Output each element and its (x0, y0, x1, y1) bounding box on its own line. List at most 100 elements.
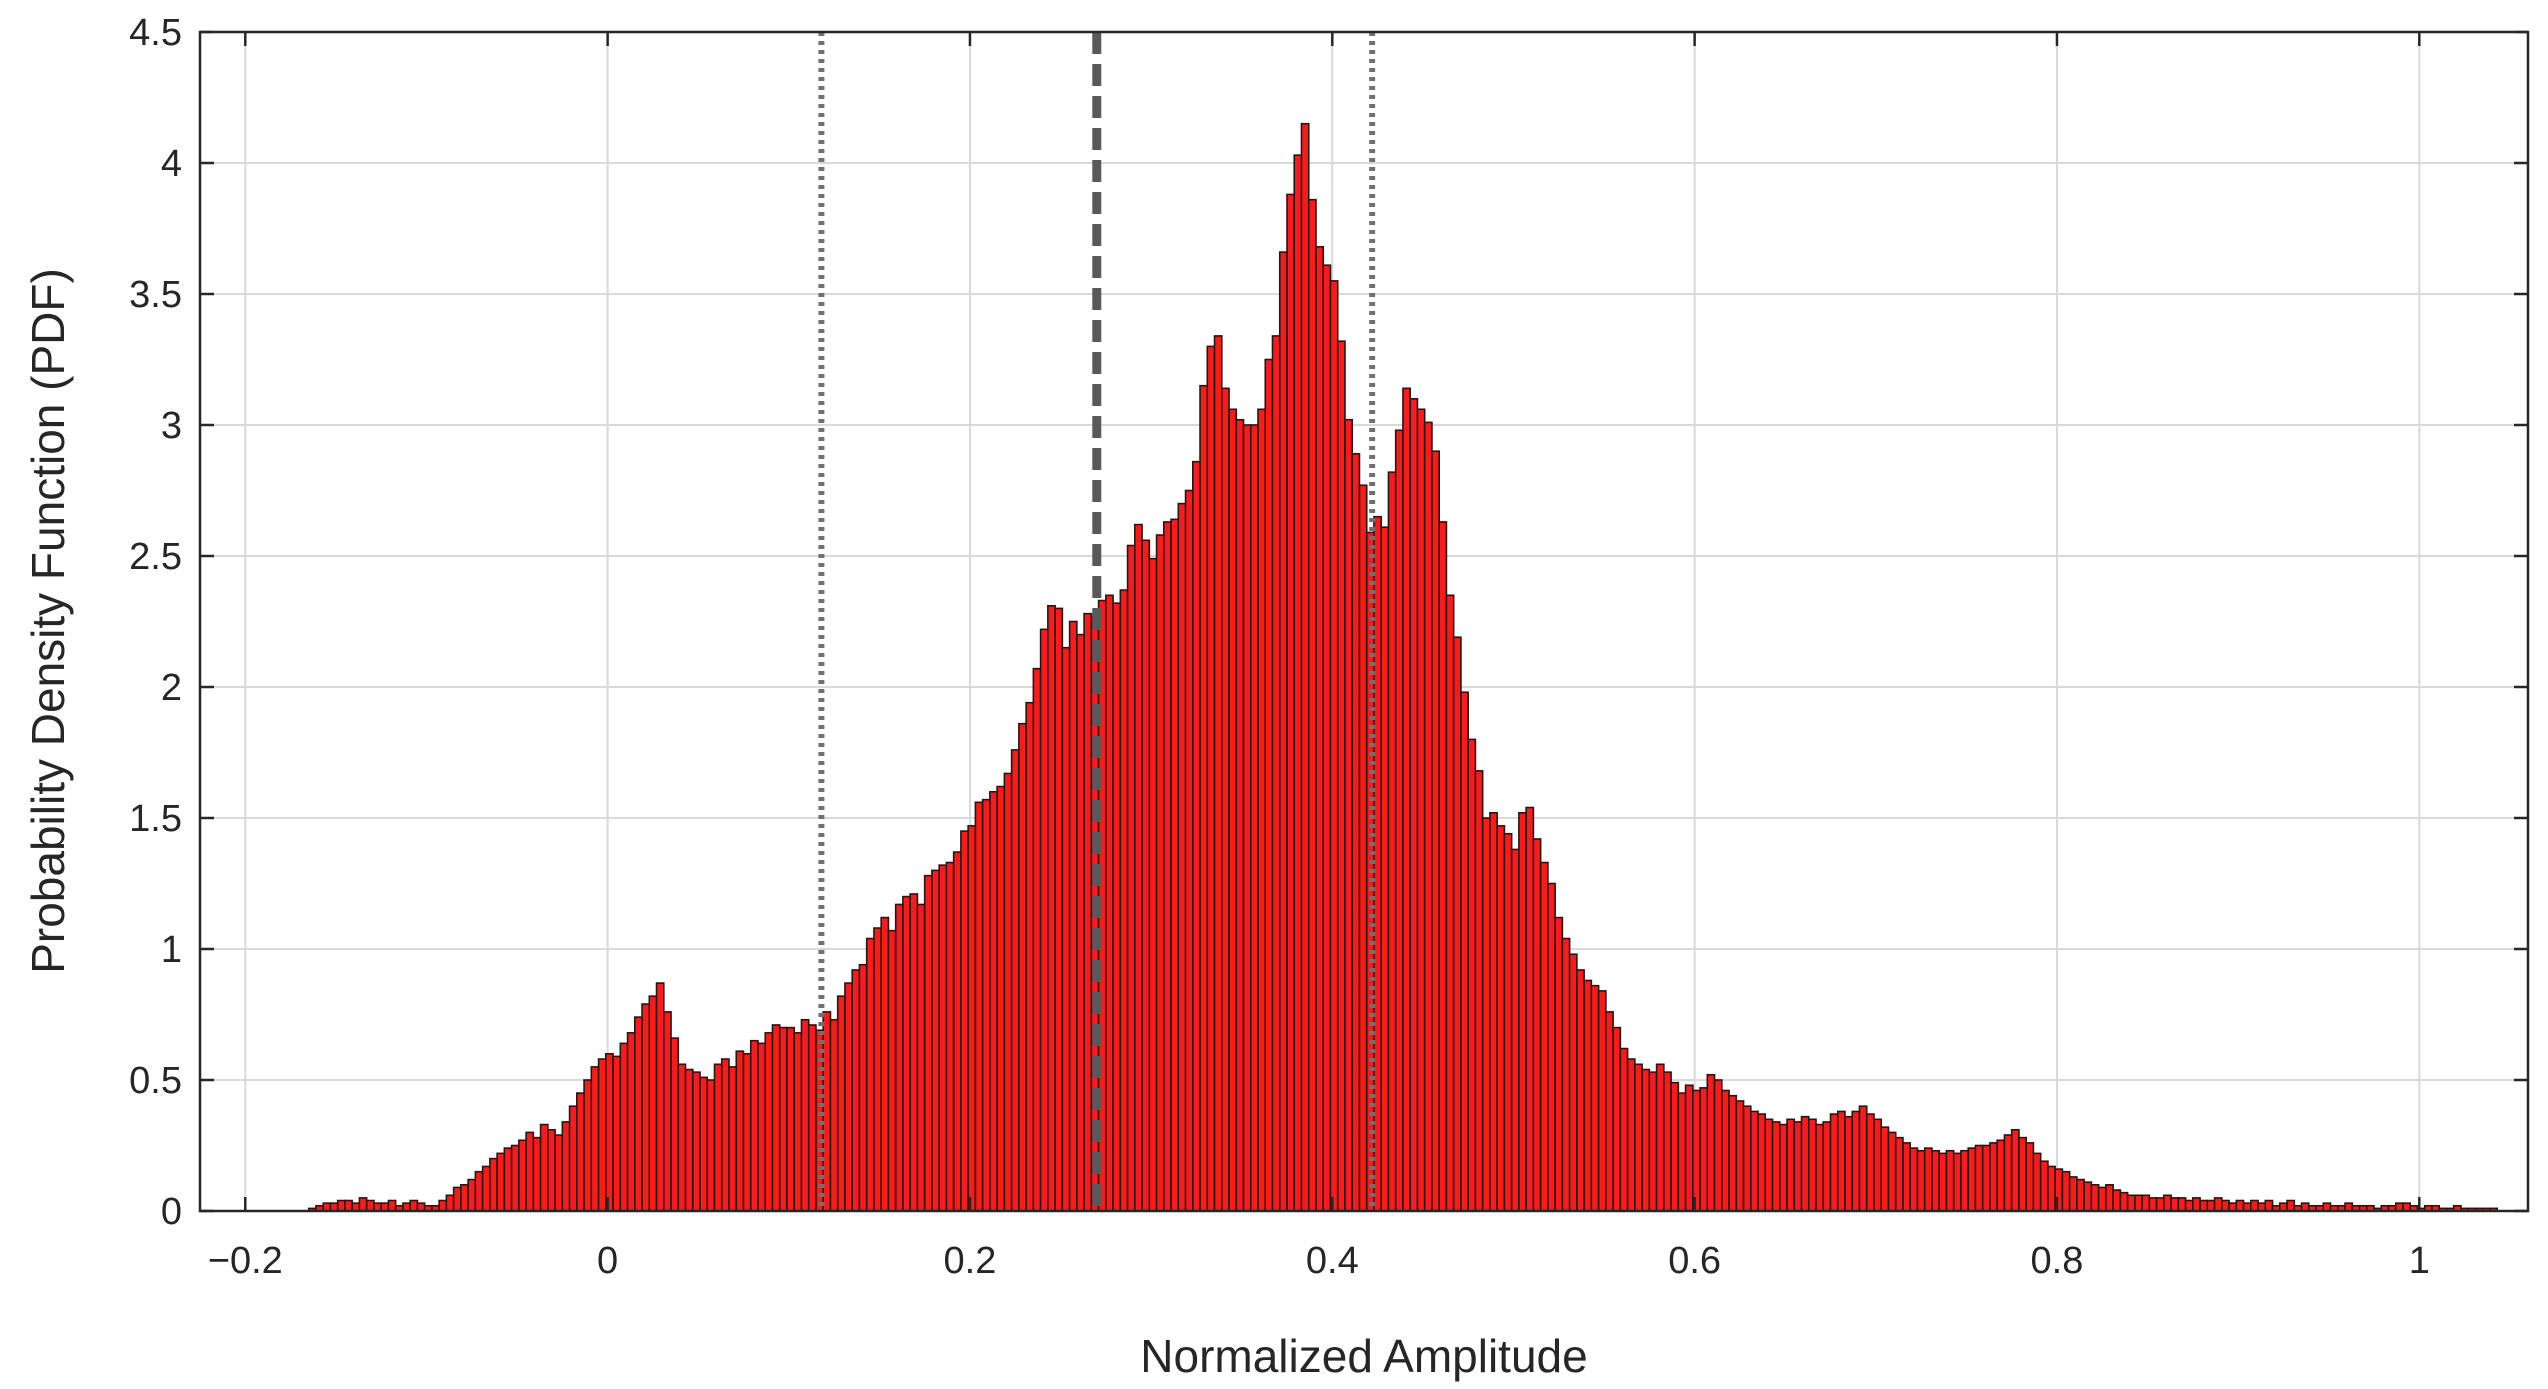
histogram-bar (1525, 806, 1535, 1212)
histogram-bar (1315, 246, 1325, 1212)
histogram-bar (1518, 811, 1527, 1212)
histogram-bar (568, 1105, 578, 1212)
y-tick-label: 2 (161, 667, 182, 709)
histogram-bar (902, 895, 911, 1212)
x-tick-labels: −0.2 0 0.2 0.4 0.6 0.8 1 (208, 1240, 2430, 1282)
histogram-bar (2090, 1184, 2100, 1212)
histogram-bar (786, 1026, 796, 1212)
histogram-bar (1438, 521, 1448, 1212)
histogram-bar (612, 1055, 622, 1212)
histogram-bar (1561, 937, 1571, 1212)
histogram-bar (1547, 882, 1556, 1212)
x-tick-label: 0 (597, 1240, 618, 1282)
histogram-bar (2177, 1197, 2187, 1212)
histogram-bar (2010, 1128, 2020, 1212)
histogram-bar (938, 864, 948, 1212)
histogram-bar (1764, 1118, 1774, 1212)
histogram-bar (583, 1079, 593, 1212)
histogram-bar (844, 982, 854, 1212)
histogram-bar (1257, 408, 1267, 1212)
histogram-bar (619, 1042, 629, 1212)
histogram-bar (1206, 345, 1216, 1212)
histogram-bar (1583, 979, 1593, 1212)
histogram-bar (728, 1066, 738, 1212)
histogram-bar (1387, 471, 1397, 1212)
histogram-bar (1300, 122, 1310, 1212)
histogram-bar (1402, 387, 1411, 1212)
histogram-bar (670, 1037, 680, 1212)
histogram-bar (2170, 1197, 2180, 1212)
histogram-bar (2112, 1189, 2122, 1212)
histogram-bar (597, 1058, 607, 1212)
histogram-bar (1981, 1144, 1991, 1212)
y-axis-label: Probability Density Function (PDF) (22, 268, 74, 974)
histogram-bar (2097, 1186, 2107, 1212)
histogram-bar (720, 1058, 730, 1212)
histogram-bar (1684, 1084, 1694, 1212)
histogram-bar (2032, 1152, 2042, 1212)
histogram-bar (1974, 1144, 1984, 1212)
histogram-bar (489, 1157, 498, 1212)
histogram-bar (344, 1199, 353, 1212)
histogram-bar (1699, 1087, 1709, 1212)
histogram-bar (1322, 264, 1332, 1212)
histogram-bar (1597, 990, 1607, 1212)
histogram-bar (757, 1042, 767, 1212)
histogram-bar (952, 851, 962, 1212)
histogram-bar (793, 1032, 803, 1212)
histogram-bar (945, 861, 955, 1212)
histogram-bar (1894, 1136, 1904, 1212)
y-tick-label: 1 (161, 929, 182, 971)
histogram-bar (518, 1139, 527, 1212)
histogram-bar (547, 1128, 556, 1212)
y-tick-labels: 0 0.5 1 1.5 2 2.5 3 3.5 4 4.5 (129, 12, 182, 1233)
histogram-bar (576, 1092, 585, 1212)
histogram-bar (2286, 1199, 2296, 1212)
histogram-bar (699, 1076, 709, 1212)
histogram-bar (691, 1071, 701, 1212)
histogram-bar (2235, 1199, 2245, 1212)
histogram-bar (387, 1199, 397, 1212)
histogram-bar (626, 1032, 636, 1212)
histogram-bar (1554, 916, 1564, 1212)
histogram-bar (807, 1024, 817, 1212)
histogram-bar (1235, 418, 1245, 1212)
histogram-bar (1336, 340, 1346, 1212)
histogram-bar (2105, 1184, 2114, 1212)
histogram-bar (1757, 1113, 1767, 1212)
histogram-bar (2119, 1191, 2129, 1212)
histogram-bar (2206, 1199, 2216, 1212)
y-tick-label: 3 (161, 405, 182, 447)
histogram-bar (2047, 1165, 2056, 1212)
histogram-bar (1858, 1105, 1868, 1212)
histogram-bar (1800, 1115, 1810, 1212)
histogram-bar (989, 790, 998, 1212)
histogram-bar (1184, 489, 1194, 1212)
histogram-bar (1865, 1113, 1875, 1212)
histogram-bar (1771, 1121, 1781, 1212)
plot-frame (198, 30, 2530, 1213)
histogram-bar (539, 1123, 549, 1212)
histogram-bar (1692, 1089, 1701, 1212)
histogram-bar (2264, 1199, 2274, 1212)
histogram-bar (800, 1018, 810, 1212)
histogram-bar (2221, 1199, 2230, 1212)
histogram-bar (2199, 1199, 2209, 1212)
histogram-bar (561, 1121, 571, 1212)
histogram-bar (1873, 1118, 1883, 1212)
histogram-bar (1496, 825, 1506, 1212)
histogram-bar (1416, 408, 1426, 1212)
histogram-bar (1467, 738, 1477, 1212)
histogram-bar (1510, 848, 1520, 1212)
y-tick-label: 1.5 (129, 798, 182, 840)
histogram-bar (1351, 453, 1361, 1212)
histogram-bar (1039, 628, 1049, 1212)
histogram-bar (829, 1018, 839, 1212)
histogram-bar (974, 801, 984, 1212)
histogram-bar (1220, 387, 1230, 1212)
histogram-bar (1706, 1073, 1716, 1212)
histogram-bar (1155, 534, 1165, 1212)
histogram-bar (655, 982, 665, 1212)
histogram-bar (460, 1184, 469, 1212)
